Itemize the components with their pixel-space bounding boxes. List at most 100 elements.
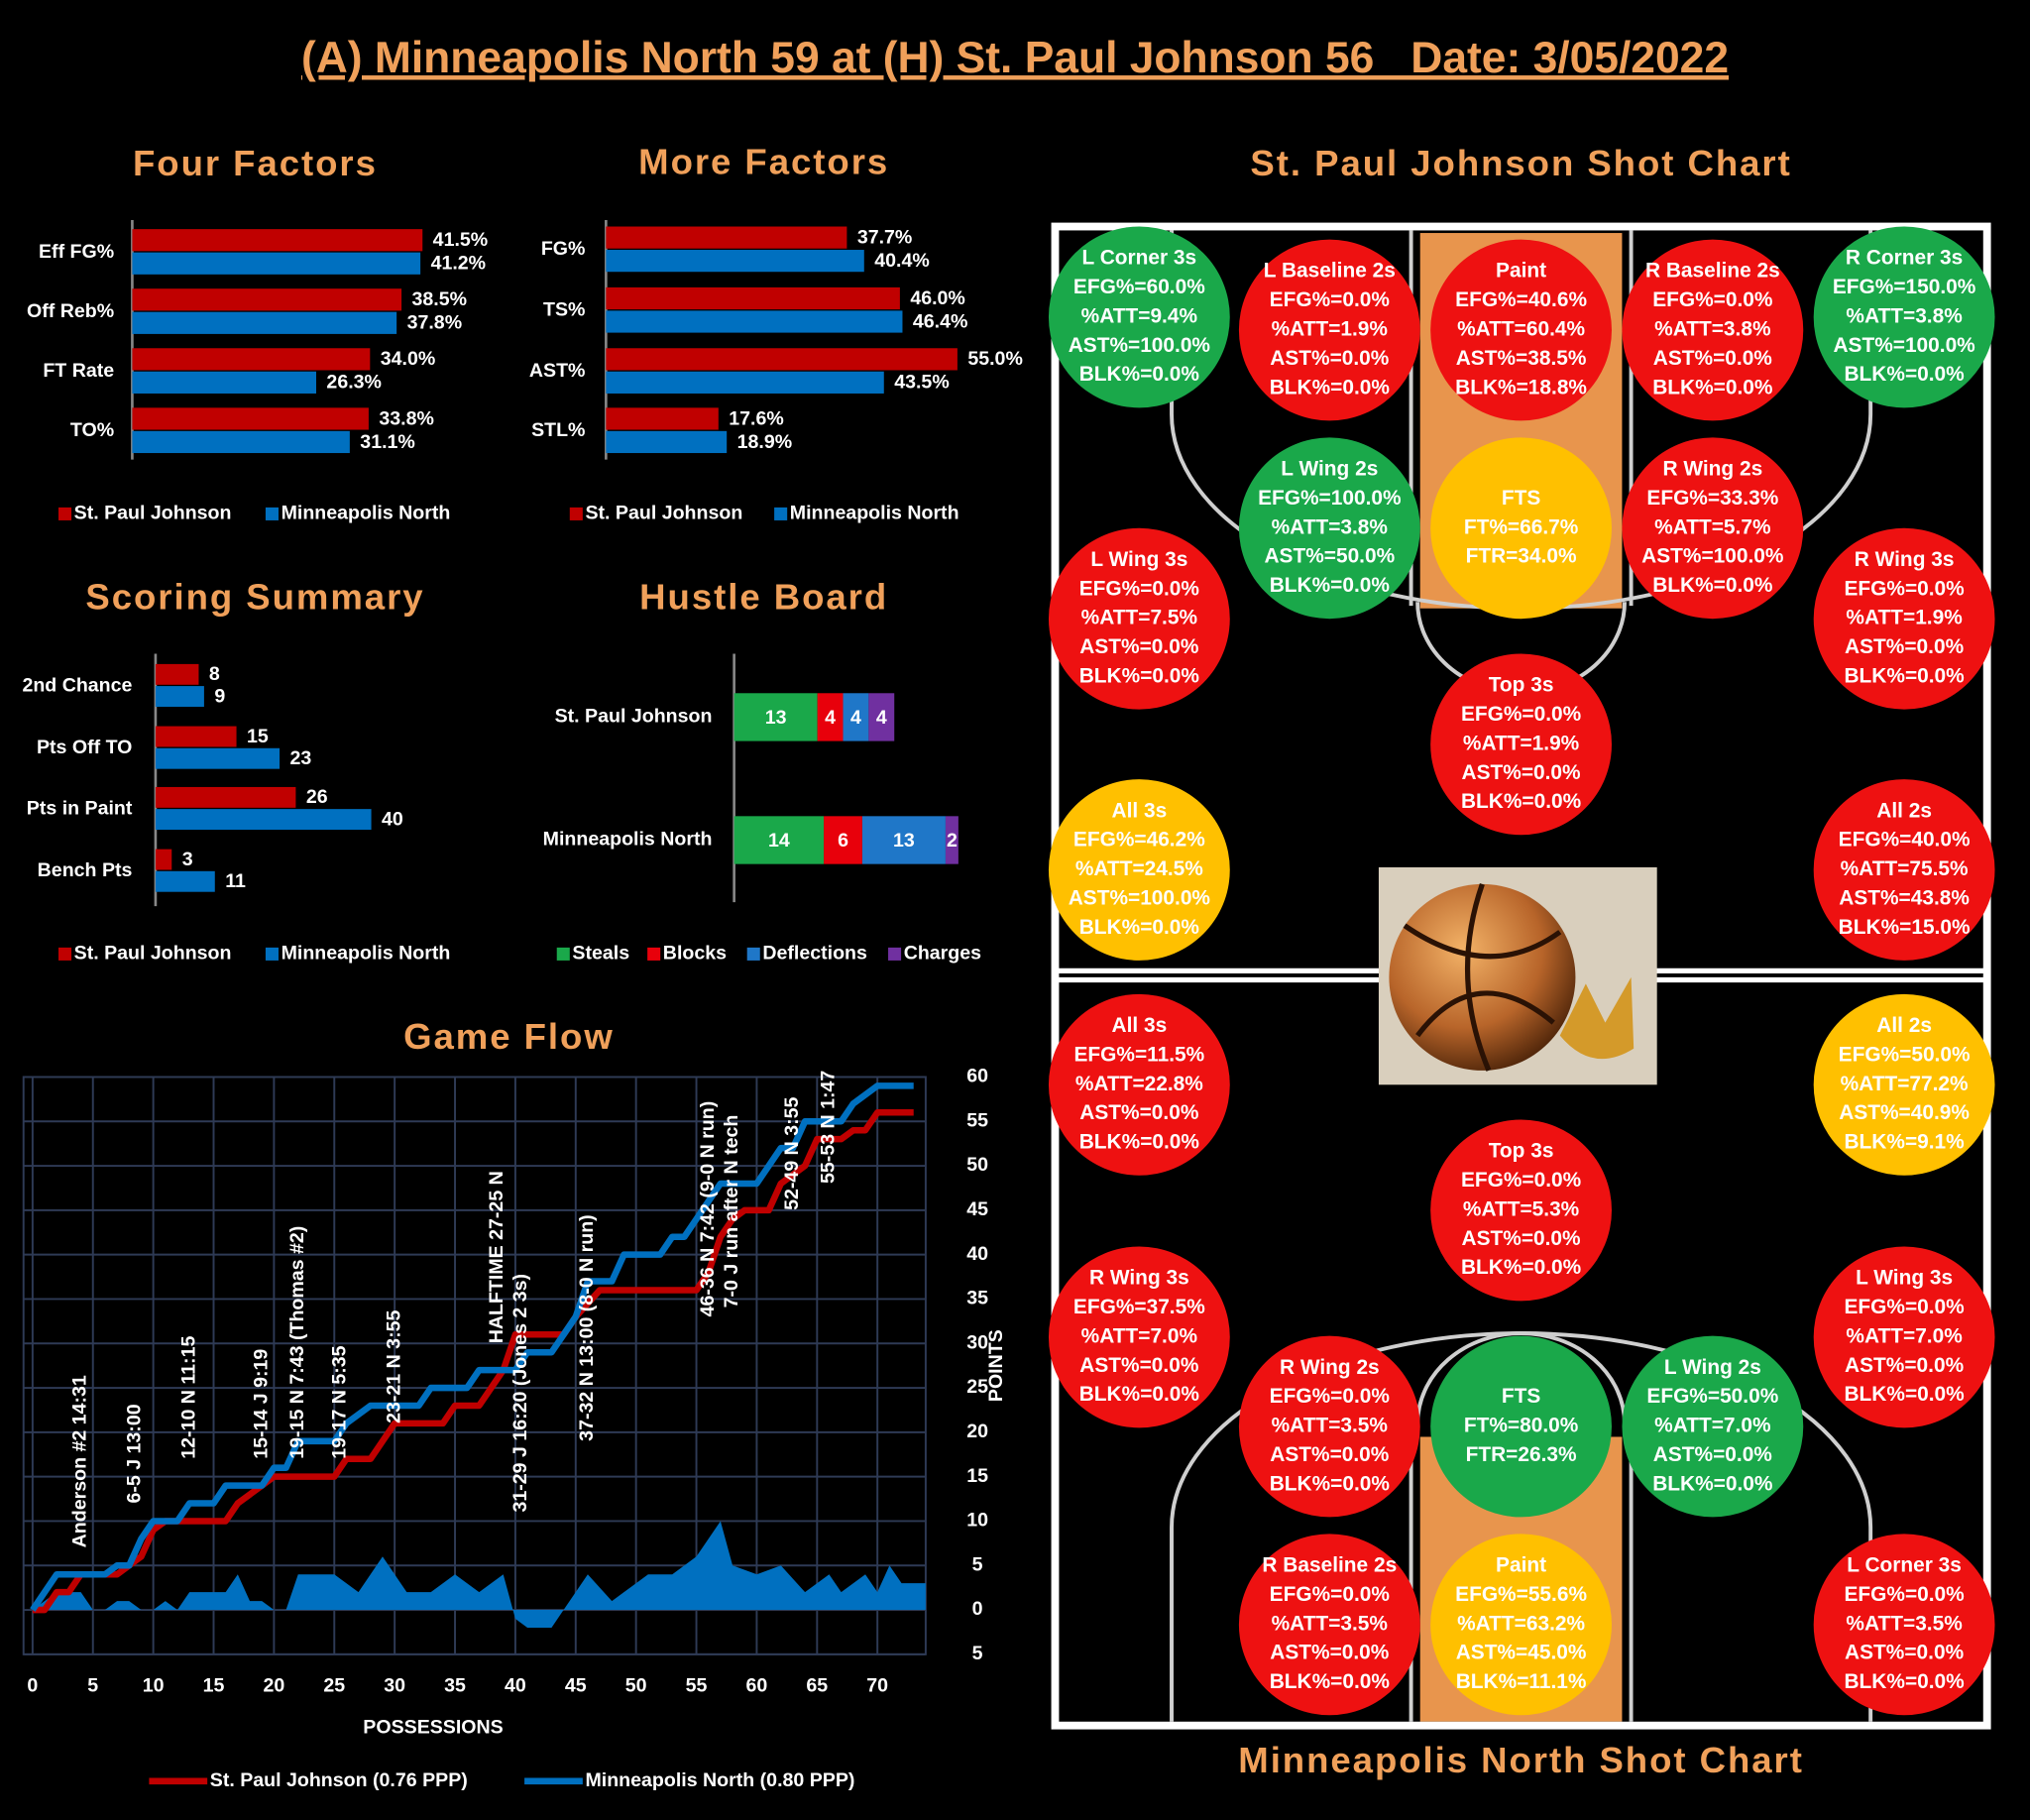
zone-circle — [1048, 993, 1230, 1176]
zone-stat: BLK%=0.0% — [1844, 1383, 1965, 1406]
zone-stat: %ATT=5.3% — [1463, 1197, 1580, 1220]
value-label: 34.0% — [381, 348, 436, 370]
zone-stat: AST%=45.0% — [1456, 1642, 1587, 1664]
annotation: 55-53 N 1:47 — [818, 1071, 840, 1184]
bar-segment — [945, 816, 959, 864]
value-label: 43.5% — [894, 372, 950, 394]
value-label: 37.7% — [857, 226, 913, 248]
zone-stat: EFG%=0.0% — [1270, 288, 1391, 311]
x-tick-label: 25 — [323, 1675, 345, 1697]
value-label: 17.6% — [729, 407, 784, 429]
zone-stat: BLK%=0.0% — [1270, 376, 1391, 398]
bar — [155, 849, 172, 870]
value-label: 37.8% — [407, 312, 463, 334]
category-label: TO% — [70, 419, 114, 441]
legend-label: Deflections — [762, 943, 867, 965]
zone-name: L Wing 3s — [1856, 1267, 1953, 1290]
zone-circle — [1430, 653, 1612, 836]
zone-name: R Baseline 2s — [1262, 1554, 1397, 1577]
x-tick-label: 65 — [806, 1675, 828, 1697]
value-label: 40.4% — [874, 250, 930, 272]
ball-seams — [1403, 883, 1562, 1072]
x-axis-label: POSSESSIONS — [363, 1716, 503, 1738]
x-tick-label: 55 — [686, 1675, 708, 1697]
zone-stat: BLK%=0.0% — [1652, 376, 1773, 398]
y-tick-label: 5 — [972, 1643, 983, 1664]
zone-stat: EFG%=0.0% — [1461, 1169, 1582, 1192]
bar — [155, 686, 204, 707]
zone-stat: EFG%=60.0% — [1073, 276, 1205, 298]
legend-label: St. Paul Johnson (0.76 PPP) — [210, 1769, 468, 1791]
zone-stat: AST%=0.0% — [1845, 1354, 1965, 1377]
zone-stat: AST%=100.0% — [1069, 334, 1211, 357]
legend-label: St. Paul Johnson — [74, 503, 232, 524]
value-label: 38.5% — [412, 288, 468, 310]
zone-circle — [1238, 437, 1420, 620]
legend-label: St. Paul Johnson — [74, 943, 232, 965]
zone-name: L Wing 3s — [1090, 548, 1187, 571]
value-label: 23 — [290, 747, 312, 769]
x-tick-label: 45 — [565, 1675, 587, 1697]
bar — [606, 286, 900, 310]
bar — [155, 726, 237, 747]
y-tick-label: 35 — [966, 1288, 988, 1309]
annotation: 31-29 J 16:20 (Jones 2 3s) — [509, 1274, 531, 1513]
zone-stat: BLK%=15.0% — [1839, 916, 1971, 939]
y-tick-label: 60 — [966, 1066, 988, 1087]
zone-name: R Wing 2s — [1662, 458, 1762, 481]
y-axis-label: POINTS — [985, 1329, 1007, 1402]
x-tick-label: 30 — [384, 1675, 405, 1697]
y-tick-label: 45 — [966, 1198, 988, 1220]
zone-stat: %ATT=7.5% — [1081, 607, 1198, 629]
value-label: 41.2% — [431, 253, 487, 275]
zone-stat: %ATT=22.8% — [1075, 1073, 1203, 1095]
shot-chart-title: St. Paul Johnson Shot Chart — [1250, 143, 1791, 183]
zone-circle — [1048, 1246, 1230, 1428]
y-tick-label: 55 — [966, 1109, 988, 1131]
bar — [132, 252, 421, 275]
annotation: HALFTIME 27-25 N — [486, 1171, 508, 1343]
zone-stat: AST%=100.0% — [1069, 886, 1211, 909]
zone-stat: BLK%=18.8% — [1455, 376, 1587, 398]
zone-stat: AST%=0.0% — [1079, 1101, 1199, 1124]
zone-circle — [1622, 239, 1804, 421]
zone-name: L Wing 2s — [1281, 458, 1378, 481]
category-label: Eff FG% — [39, 241, 114, 263]
bar — [132, 288, 402, 311]
legend-label: Minneapolis North (0.80 PPP) — [585, 1769, 854, 1791]
value-label: 6 — [838, 830, 848, 852]
category-label: TS% — [543, 299, 585, 321]
zone-stat: EFG%=40.6% — [1455, 288, 1587, 311]
y-tick-label: 15 — [966, 1465, 988, 1487]
zone-stat: BLK%=0.0% — [1079, 916, 1200, 939]
x-tick-label: 50 — [625, 1675, 647, 1697]
y-tick-label: 30 — [966, 1331, 988, 1353]
bar — [155, 809, 372, 831]
legend-swatch — [265, 947, 279, 961]
zone-stat: EFG%=40.0% — [1839, 829, 1971, 852]
zone-stat: %ATT=1.9% — [1463, 732, 1580, 754]
zone-stat: AST%=0.0% — [1462, 1227, 1582, 1250]
legend-label: Minneapolis North — [282, 943, 451, 965]
chart-title: Game Flow — [403, 1016, 615, 1057]
bar — [132, 311, 397, 334]
zone-stat: FT%=80.0% — [1464, 1415, 1579, 1437]
annotation: 37-32 N 13:00 (8-0 N run) — [576, 1214, 598, 1441]
chart-title: Hustle Board — [639, 576, 888, 617]
value-label: 40 — [382, 808, 403, 830]
zone-stat: %ATT=3.5% — [1846, 1612, 1963, 1635]
bar-segment — [861, 816, 946, 864]
value-label: 55.0% — [967, 348, 1023, 370]
zone-stat: EFG%=37.5% — [1073, 1296, 1205, 1318]
zone-stat: %ATT=77.2% — [1841, 1073, 1969, 1095]
zone-stat: AST%=0.0% — [1653, 1443, 1773, 1466]
category-label: Bench Pts — [38, 859, 133, 881]
bar — [132, 229, 423, 252]
zone-stat: %ATT=63.2% — [1457, 1612, 1585, 1635]
value-label: 13 — [765, 707, 787, 729]
legend-swatch — [265, 507, 279, 520]
value-label: 3 — [182, 849, 193, 870]
zone-name: L Corner 3s — [1847, 1554, 1962, 1577]
zone-stat: AST%=43.8% — [1839, 886, 1970, 909]
category-label: FG% — [541, 238, 586, 260]
